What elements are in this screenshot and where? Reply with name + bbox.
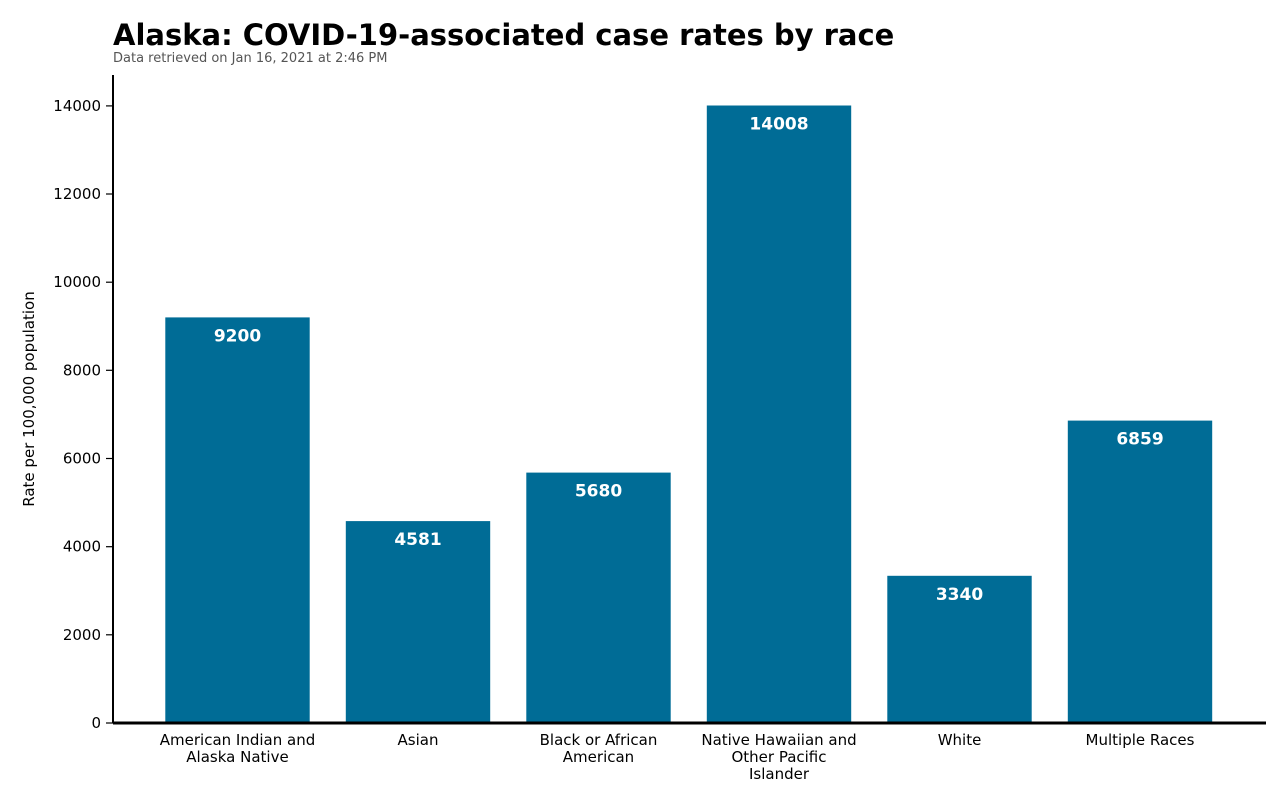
y-ticks-group: 0 2000 4000 6000 8000 10000 12000 14000 (53, 97, 113, 732)
bar-value-label: 3340 (936, 585, 983, 605)
y-tick-label: 4000 (63, 538, 101, 556)
x-tick-label: Native Hawaiian and Other Pacific Islander (701, 731, 856, 783)
bar-value-label: 6859 (1116, 430, 1163, 450)
x-tick-label: Asian (398, 731, 439, 749)
bar (1067, 420, 1213, 723)
x-tick-label: White (938, 731, 982, 749)
bar-value-label: 9200 (214, 326, 261, 346)
bar (165, 317, 310, 723)
y-tick-label: 12000 (53, 185, 101, 203)
bar (706, 105, 852, 723)
bar (887, 575, 1032, 723)
bars-group: 9200 4581 5680 14008 3340 6859 (165, 105, 1213, 723)
bar (345, 521, 491, 723)
x-tick-label: Black or African American (540, 731, 658, 766)
bar-value-label: 14008 (749, 115, 808, 135)
chart-subtitle: Data retrieved on Jan 16, 2021 at 2:46 P… (113, 51, 387, 66)
y-tick-label: 14000 (53, 97, 101, 115)
bar-value-label: 4581 (394, 530, 441, 550)
y-tick-label: 8000 (63, 361, 101, 379)
x-categories-group: American Indian and Alaska Native Asian Bla… (160, 731, 1195, 783)
x-tick-label: American Indian and Alaska Native (160, 731, 315, 766)
bar-value-label: 5680 (575, 482, 622, 502)
y-axis-label: Rate per 100,000 population (20, 291, 38, 506)
y-tick-label: 6000 (63, 450, 101, 468)
x-tick-label: Multiple Races (1086, 731, 1195, 749)
bar (526, 472, 671, 723)
y-tick-label: 0 (91, 714, 101, 732)
chart-title: Alaska: COVID-19-associated case rates b… (113, 18, 894, 52)
y-tick-label: 2000 (63, 626, 101, 644)
y-tick-label: 10000 (53, 273, 101, 291)
